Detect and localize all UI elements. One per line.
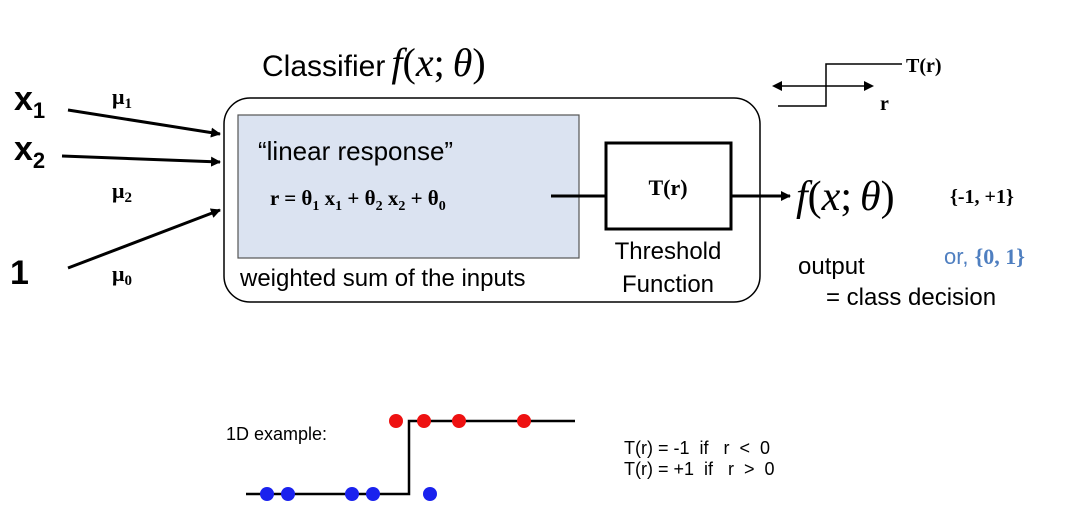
class-decision-label: = class decision [826,284,996,311]
title: Classifier f(x; θ) [262,40,486,85]
title-semicolon: ; [434,40,445,85]
eq-sub-theta2: 2 [376,199,383,214]
threshold-caption-line2: Function [622,271,714,298]
example-rule-2: T(r) = +1 if r > 0 [624,459,775,479]
arrow-bias [67,208,221,270]
weight-mu0-label: μ0 [112,261,132,289]
blue-point [281,487,295,501]
step-icon-arrow-right [864,81,874,91]
blue-point [423,487,437,501]
eq-sub-x1: 1 [335,199,342,214]
red-point [417,414,431,428]
weight-mu0-sub: 0 [124,273,132,289]
eq-plus-theta0: + θ [405,186,438,210]
input-x2-sub: 2 [33,148,45,173]
red-point [517,414,531,428]
eq-x1: x [319,186,335,210]
red-point [389,414,403,428]
output-semicolon: ; [840,174,852,220]
linear-equation: r = θ1 x1 + θ2 x2 + θ0 [270,186,446,214]
input-x1-label: x1 [14,80,45,123]
threshold-caption-line1: Threshold [615,238,722,265]
eq-sub-theta0: 0 [439,199,446,214]
blue-point [345,487,359,501]
weight-mu1-base: μ [112,84,125,109]
input-x1-base: x [14,80,33,118]
output-x: x [821,174,841,220]
linear-response-box [237,114,580,259]
threshold-box [604,141,733,231]
title-theta: θ [453,40,473,85]
output-open-paren: ( [808,174,822,220]
title-x: x [415,40,434,85]
title-open-paren: ( [402,40,415,85]
eq-r-theta: r = θ [270,186,312,210]
example-label: 1D example: [226,424,327,444]
output-word: output [798,253,865,280]
output-theta: θ [860,174,881,220]
weight-mu2-base: μ [112,178,125,203]
classifier-outer-box [223,97,761,303]
blue-point [366,487,380,501]
title-prefix: Classifier [262,50,385,83]
title-close-paren: ) [472,40,485,85]
arrow-x1 [67,108,221,138]
output-or-alternative: or, {0, 1} [944,244,1025,269]
example-step-curve [246,419,575,496]
example-rule-1: T(r) = -1 if r < 0 [624,438,770,458]
eq-sub-x2: 2 [398,199,405,214]
blue-point [260,487,274,501]
eq-sub-theta1: 1 [312,199,319,214]
example-red-points [389,414,531,428]
step-icon-arrow-left [772,81,782,91]
output-set-pm1: {-1, +1} [950,186,1014,208]
weighted-sum-caption: weighted sum of the inputs [239,265,526,292]
arrow-x2 [61,154,221,167]
linear-response-title: “linear response” [258,136,453,166]
step-icon-axis-label: r [880,93,889,115]
output-or-label: or, [944,244,975,269]
red-point [452,414,466,428]
step-icon-label: T(r) [906,55,942,77]
step-icon-curve [778,63,902,107]
output-set-01: {0, 1} [975,244,1025,269]
weight-mu1-label: μ1 [112,84,132,112]
output-function: f(x; θ) [796,174,895,220]
weight-mu2-sub: 2 [124,190,132,206]
eq-plus-theta2: + θ [342,186,375,210]
output-close-paren: ) [881,174,895,220]
example-blue-points [260,487,437,501]
threshold-box-label: T(r) [648,175,687,200]
weight-mu2-label: μ2 [112,178,132,206]
weight-mu1-sub: 1 [124,96,132,112]
weight-mu0-base: μ [112,261,125,286]
input-x2-label: x2 [14,130,45,173]
step-function-icon: T(r) r [772,55,942,115]
input-x2-base: x [14,130,33,168]
input-bias-label: 1 [10,254,29,292]
eq-x2: x [383,186,399,210]
input-x1-sub: 1 [33,98,45,123]
